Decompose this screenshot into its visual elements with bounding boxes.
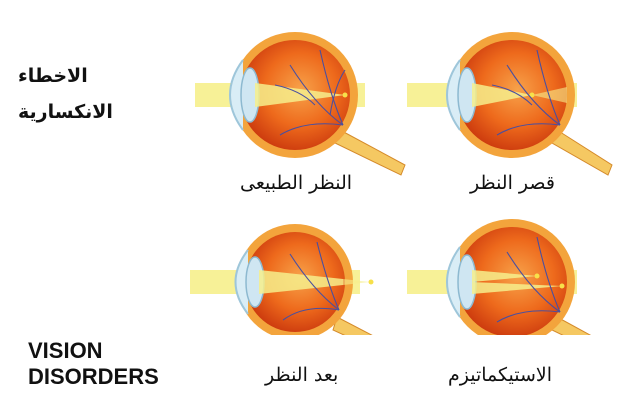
eye-astigmatism bbox=[407, 219, 592, 335]
focal-point bbox=[368, 279, 374, 285]
eye-myopia bbox=[407, 32, 613, 176]
english-title: VISION DISORDERS bbox=[28, 338, 159, 390]
focal-point-2 bbox=[559, 283, 565, 289]
focal-point-1 bbox=[534, 273, 540, 279]
blood-vessels bbox=[496, 236, 561, 323]
eye-normal bbox=[195, 32, 406, 176]
eye-diagrams bbox=[190, 32, 613, 335]
diverging-rays bbox=[532, 87, 567, 103]
converging-rays-lower bbox=[472, 282, 562, 294]
focus-behind-retina bbox=[343, 279, 370, 285]
focal-point bbox=[529, 92, 535, 98]
arabic-title-line-1: الاخطاء bbox=[18, 65, 88, 87]
blood-vessels bbox=[274, 49, 346, 136]
optic-nerve bbox=[551, 129, 613, 176]
converging-rays bbox=[259, 270, 343, 294]
focal-point bbox=[342, 92, 348, 98]
blood-vessels bbox=[491, 49, 561, 136]
caption-normal: النظر الطبيعى bbox=[240, 172, 353, 194]
arabic-title: الاخطاء الانكسارية bbox=[18, 58, 128, 130]
cornea bbox=[446, 59, 461, 131]
cornea bbox=[229, 59, 244, 131]
optic-nerve bbox=[332, 316, 373, 335]
converging-rays-upper bbox=[472, 270, 537, 282]
converging-rays bbox=[472, 83, 532, 107]
eye-hyperopia bbox=[190, 224, 374, 335]
eyeball-inner bbox=[457, 227, 567, 335]
cornea bbox=[446, 246, 461, 318]
caption-myopia: قصر النظر bbox=[470, 172, 555, 194]
caption-hyperopia: بعد النظر bbox=[265, 364, 339, 386]
arabic-title-line-2: الانكسارية bbox=[18, 101, 113, 123]
english-title-line-1: VISION bbox=[28, 338, 103, 363]
lens bbox=[457, 254, 477, 310]
cornea bbox=[234, 249, 249, 315]
english-title-line-2: DISORDERS bbox=[28, 364, 159, 389]
optic-nerve bbox=[334, 129, 406, 176]
caption-astigmatism: الاستيكماتيزم bbox=[448, 364, 553, 386]
converging-rays bbox=[255, 83, 345, 107]
blood-vessels bbox=[282, 241, 340, 321]
